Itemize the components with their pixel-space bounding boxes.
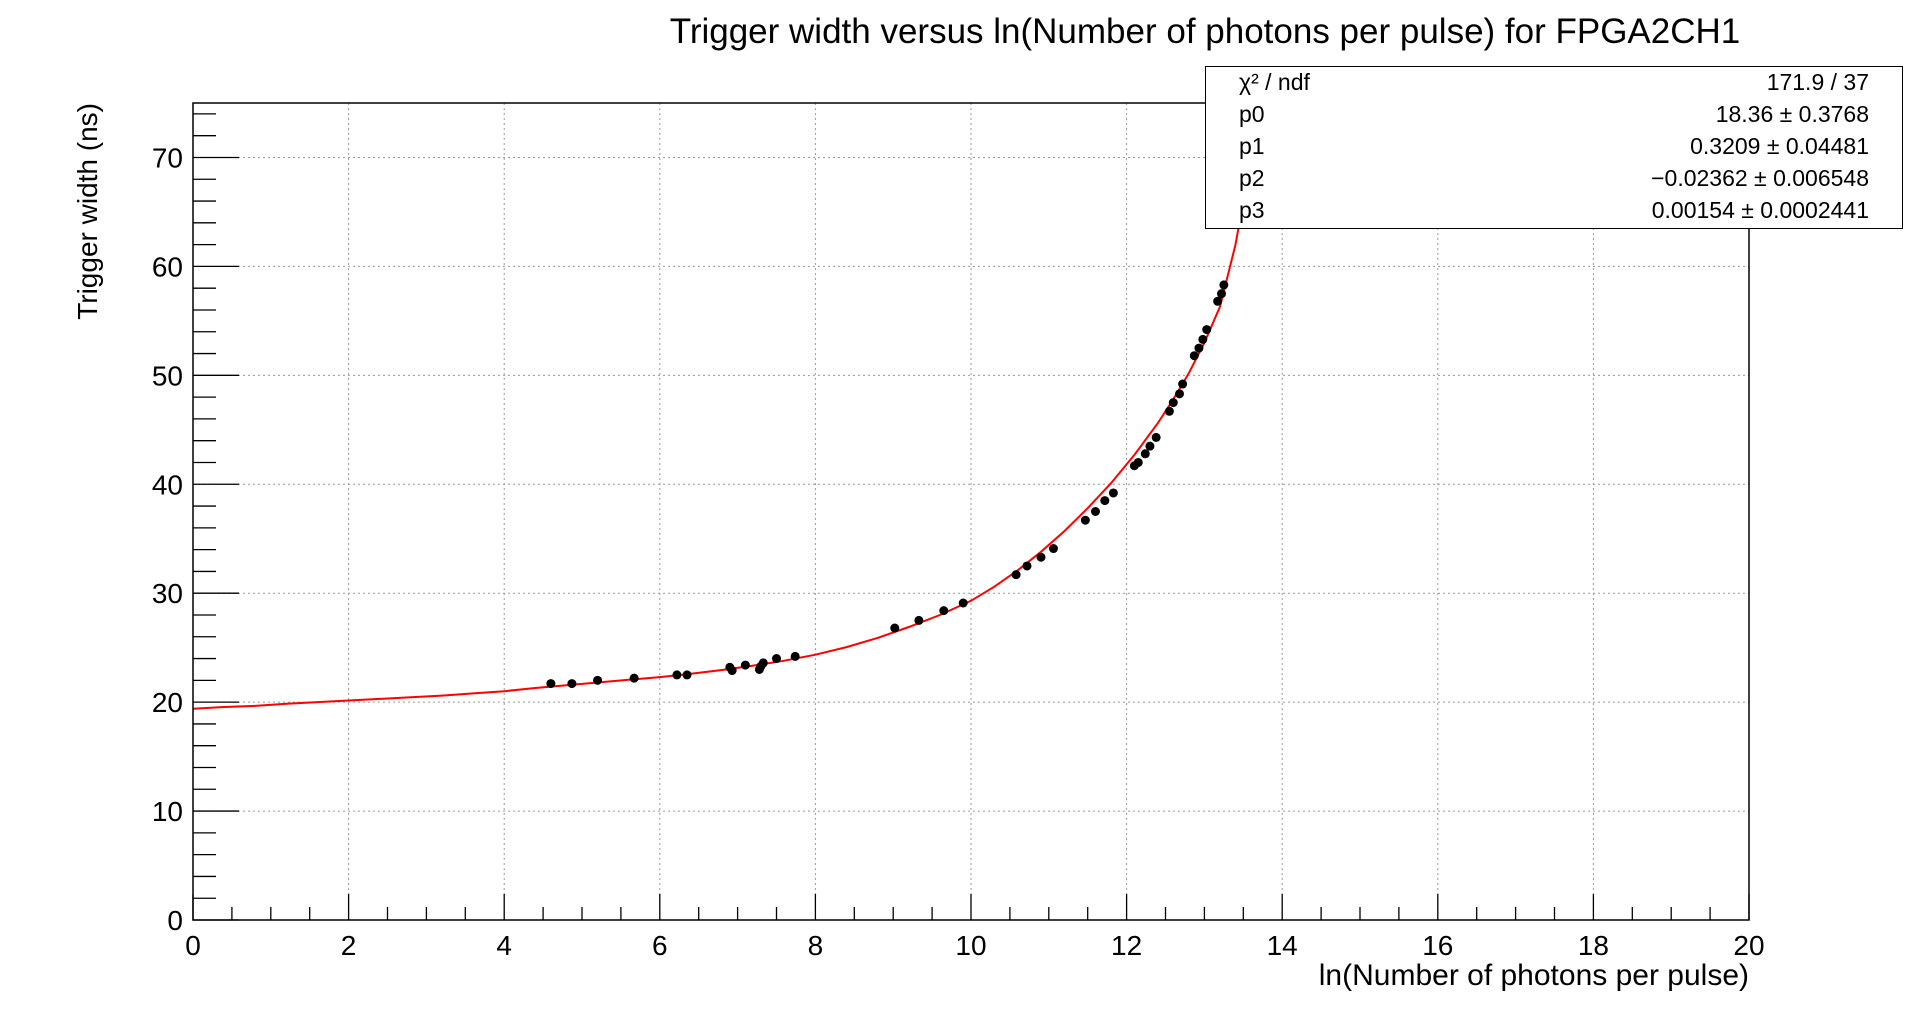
stat-name: p2 — [1239, 165, 1265, 191]
data-point — [546, 679, 556, 689]
x-axis-label: ln(Number of photons per pulse) — [1319, 959, 1749, 992]
data-point — [567, 679, 577, 689]
data-point — [1189, 351, 1199, 361]
y-tick-label: 10 — [152, 796, 183, 827]
data-point — [1202, 325, 1212, 335]
x-tick-label: 12 — [1111, 930, 1142, 961]
data-point — [1217, 289, 1227, 299]
x-tick-label: 18 — [1578, 930, 1609, 961]
y-axis-label: Trigger width (ns) — [72, 103, 103, 320]
data-point — [1168, 398, 1178, 408]
y-tick-label: 70 — [152, 142, 183, 173]
data-point — [758, 658, 768, 668]
data-point — [958, 598, 968, 608]
data-point — [1080, 515, 1090, 525]
data-point — [914, 615, 924, 625]
data-point — [1100, 496, 1110, 506]
x-tick-label: 16 — [1422, 930, 1453, 961]
data-point — [672, 670, 682, 680]
data-point — [890, 623, 900, 633]
data-point — [1145, 441, 1155, 451]
y-tick-label: 20 — [152, 687, 183, 718]
y-tick-label: 50 — [152, 360, 183, 391]
stat-value: 171.9 / 37 — [1766, 69, 1869, 95]
x-tick-label: 2 — [341, 930, 357, 961]
data-point — [1219, 280, 1229, 290]
x-tick-label: 4 — [496, 930, 512, 961]
stat-row: p0 18.36 ± 0.3768 — [1206, 101, 1902, 133]
data-point — [727, 666, 737, 676]
x-tick-label: 0 — [185, 930, 201, 961]
data-point — [939, 606, 949, 616]
data-point — [1213, 296, 1223, 306]
data-point — [740, 660, 750, 670]
data-point — [1194, 343, 1204, 353]
stat-name: p1 — [1239, 133, 1265, 159]
data-point — [1164, 406, 1174, 416]
stat-name: p3 — [1239, 197, 1265, 223]
stat-value: −0.02362 ± 0.006548 — [1651, 165, 1869, 191]
data-point — [1175, 389, 1185, 399]
plot-frame — [192, 102, 1750, 921]
data-point — [1133, 457, 1143, 467]
data-point — [593, 675, 603, 685]
data-point — [1036, 552, 1046, 562]
data-point — [1048, 544, 1058, 554]
data-point — [1198, 334, 1208, 344]
data-point — [772, 654, 781, 664]
stat-row: χ² / ndf 171.9 / 37 — [1206, 69, 1902, 101]
data-point — [1090, 507, 1100, 516]
grid-layer — [193, 103, 1749, 920]
data-point — [1178, 379, 1188, 389]
stat-row: p2 −0.02362 ± 0.006548 — [1206, 165, 1902, 197]
data-point — [790, 651, 800, 661]
x-tick-label: 8 — [808, 930, 824, 961]
x-tick-label: 6 — [652, 930, 668, 961]
stat-row: p1 0.3209 ± 0.04481 — [1206, 133, 1902, 165]
data-point — [682, 670, 692, 680]
stat-name: p0 — [1239, 101, 1265, 127]
data-point — [1151, 432, 1161, 442]
stat-row: p3 0.00154 ± 0.0002441 — [1206, 197, 1902, 229]
x-tick-label: 20 — [1733, 930, 1764, 961]
chart-title: Trigger width versus ln(Number of photon… — [670, 12, 1741, 51]
fit-curve — [192, 179, 1249, 710]
points-layer — [546, 280, 1229, 689]
data-point — [1022, 561, 1032, 571]
y-tick-label: 40 — [152, 469, 183, 500]
stat-name: χ² / ndf — [1239, 69, 1310, 95]
data-point — [1108, 488, 1118, 498]
data-point — [629, 673, 639, 683]
data-point — [1011, 570, 1021, 580]
stat-value: 0.00154 ± 0.0002441 — [1651, 197, 1869, 223]
y-tick-label: 60 — [152, 251, 183, 282]
data-point — [1140, 449, 1150, 459]
stat-value: 0.3209 ± 0.04481 — [1690, 133, 1869, 159]
x-tick-label: 14 — [1267, 930, 1298, 961]
y-tick-label: 30 — [152, 578, 183, 609]
y-tick-label: 0 — [167, 905, 183, 936]
stat-value: 18.36 ± 0.3768 — [1715, 101, 1869, 127]
ticks-layer: 0 2 4 6 8 10 12 14 16 18 20 0 10 20 30 40 50 60 70 — [152, 113, 1765, 961]
fit-statistics-box: χ² / ndf 171.9 / 37 p0 18.36 ± 0.3768 p1 0.32… — [1205, 66, 1903, 229]
fit-layer — [192, 179, 1249, 710]
x-tick-label: 10 — [955, 930, 986, 961]
